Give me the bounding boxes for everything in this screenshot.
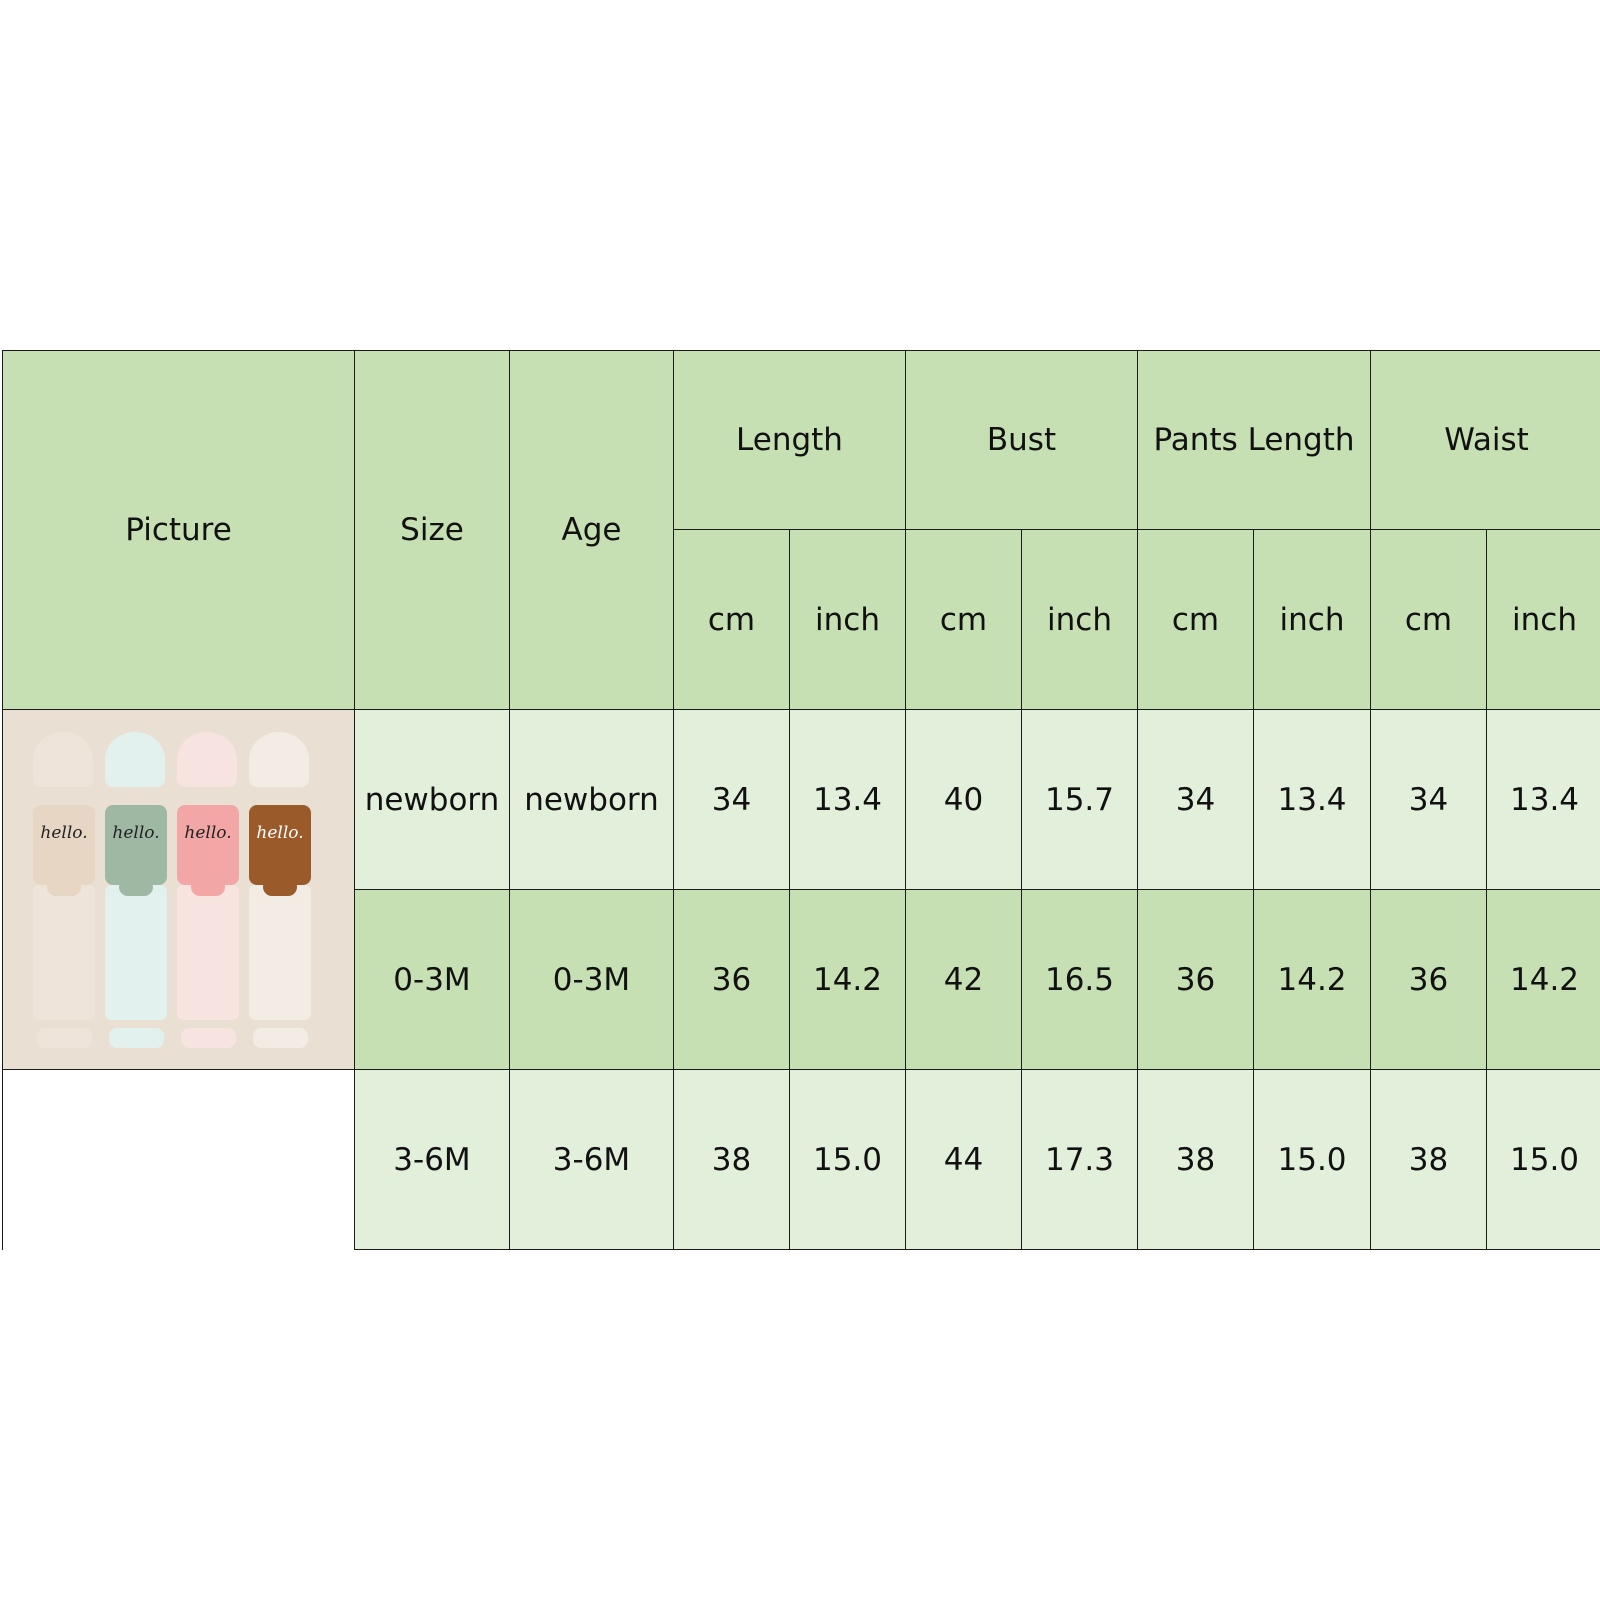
unit-header: inch [1253,529,1372,710]
hat-illustration [177,732,237,787]
age-cell: newborn [509,709,674,890]
value-cell: 36 [673,889,790,1070]
value-cell: 34 [1137,709,1255,890]
hat-illustration [249,732,309,787]
unit-header: inch [1020,529,1139,710]
bodysuit-illustration: hello. [177,805,239,885]
table-row: hello. hello. hello. hello. newborn newborn… [2,709,1600,1070]
header-bust: Bust [904,350,1139,530]
value-cell: 13.4 [789,709,906,890]
unit-header: cm [673,529,790,710]
size-chart-table: Picture Size Age Length Bust Pants Lengt… [2,350,1600,1250]
product-picture: hello. hello. hello. hello. [2,709,355,1070]
pants-illustration [33,885,95,1020]
value-cell: 34 [673,709,790,890]
headband-illustration [253,1028,308,1048]
table-row: 3-6M 3-6M 38 15.0 44 17.3 38 15.0 38 15.… [2,1069,1600,1250]
header-age: Age [509,350,674,710]
value-cell: 15.7 [1020,709,1139,890]
age-cell: 3-6M [509,1069,674,1250]
value-cell: 38 [1370,1069,1488,1250]
table-row: 0-3M 0-3M 36 14.2 42 16.5 36 14.2 36 14.… [3,889,1600,1070]
headband-illustration [37,1028,92,1048]
header-length: Length [673,350,906,530]
size-cell: newborn [354,709,510,890]
value-cell: 42 [905,889,1022,1070]
value-cell: 15.0 [1486,1069,1600,1250]
headband-illustration [109,1028,164,1048]
value-cell: 15.0 [1253,1069,1372,1250]
value-cell: 40 [905,709,1022,890]
value-cell: 14.2 [1486,889,1600,1070]
size-cell: 3-6M [354,1069,510,1250]
value-cell: 17.3 [1020,1069,1139,1250]
value-cell: 36 [1370,889,1488,1070]
bow-illustration [191,878,225,896]
value-cell: 15.0 [789,1069,906,1250]
value-cell: 13.4 [1486,709,1600,890]
bodysuit-illustration: hello. [249,805,311,885]
pants-illustration [249,885,311,1020]
value-cell: 38 [1137,1069,1255,1250]
header-size: Size [354,350,510,710]
value-cell: 14.2 [789,889,906,1070]
age-cell: 0-3M [509,889,674,1070]
empty-picture-cell [2,1069,355,1250]
unit-header: cm [1370,529,1488,710]
value-cell: 14.2 [1253,889,1372,1070]
header-waist: Waist [1370,350,1600,530]
bodysuit-illustration: hello. [33,805,95,885]
value-cell: 44 [905,1069,1022,1250]
pants-illustration [105,885,167,1020]
value-cell: 13.4 [1253,709,1372,890]
unit-header: cm [905,529,1022,710]
header-picture: Picture [2,350,355,710]
bow-illustration [119,878,153,896]
hat-illustration [33,732,93,787]
bodysuit-illustration: hello. [105,805,167,885]
bow-illustration [263,878,297,896]
hat-illustration [105,732,165,787]
value-cell: 36 [1137,889,1255,1070]
unit-header: inch [1486,529,1600,710]
unit-header: cm [1137,529,1255,710]
value-cell: 38 [673,1069,790,1250]
value-cell: 34 [1370,709,1488,890]
value-cell: 16.5 [1020,889,1139,1070]
pants-illustration [177,885,239,1020]
bow-illustration [47,878,81,896]
size-cell: 0-3M [354,889,510,1070]
header-pants-length: Pants Length [1137,350,1372,530]
headband-illustration [181,1028,236,1048]
unit-header: inch [789,529,906,710]
